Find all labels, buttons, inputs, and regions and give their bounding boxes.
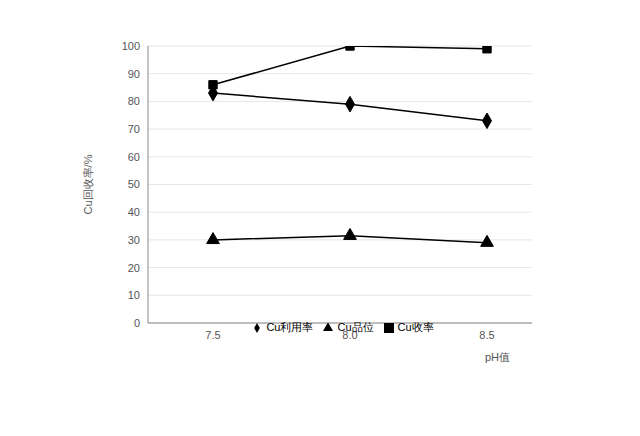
svg-text:50: 50	[128, 178, 140, 190]
svg-text:60: 60	[128, 151, 140, 163]
svg-text:30: 30	[128, 234, 140, 246]
svg-text:70: 70	[128, 123, 140, 135]
svg-text:10: 10	[128, 289, 140, 301]
svg-text:80: 80	[128, 95, 140, 107]
svg-text:90: 90	[128, 68, 140, 80]
svg-text:Cu回收率/%: Cu回收率/%	[82, 154, 94, 214]
svg-text:100: 100	[122, 40, 140, 52]
svg-text:40: 40	[128, 206, 140, 218]
svg-text:7.5: 7.5	[205, 329, 220, 341]
svg-text:20: 20	[128, 262, 140, 274]
svg-text:8.5: 8.5	[479, 329, 494, 341]
svg-text:pH值: pH值	[485, 351, 510, 363]
svg-text:0: 0	[134, 317, 140, 329]
svg-text:8.0: 8.0	[342, 329, 357, 341]
